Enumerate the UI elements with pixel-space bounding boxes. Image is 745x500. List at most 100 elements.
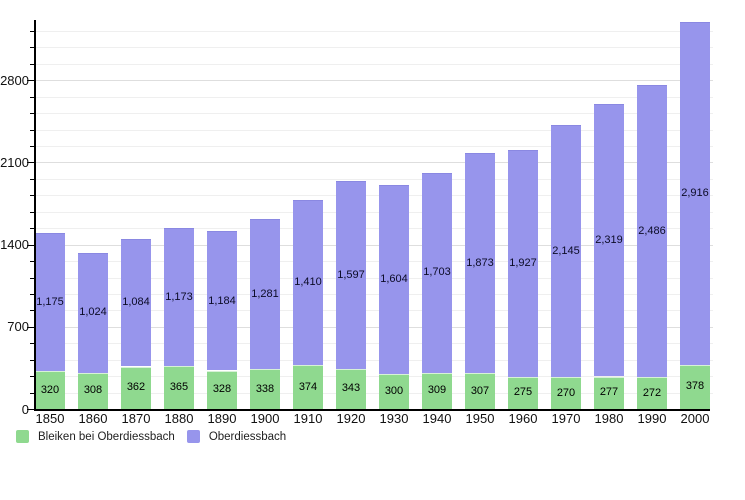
- y-minor-tick-2380: [30, 129, 34, 131]
- y-minor-tick-3220: [30, 30, 34, 32]
- x-tick-label-1970: 1970: [551, 411, 581, 426]
- value-label-bleiken-1940: 309: [427, 384, 447, 397]
- y-axis-label-2800: 2800: [0, 72, 29, 88]
- bar-segment-oberdiessbach-1950: [465, 153, 495, 373]
- gridline-1260: [35, 261, 713, 262]
- gridline-1540: [35, 228, 713, 230]
- gridline-2240: [35, 146, 713, 147]
- legend-item-bleiken: Bleiken bei Oberdiessbach: [16, 430, 175, 443]
- value-label-oberdiessbach-1950: 1,873: [466, 256, 494, 269]
- value-label-bleiken-1870: 362: [126, 381, 146, 394]
- bar-segment-oberdiessbach-1880: [164, 228, 194, 367]
- y-minor-tick-1820: [30, 195, 34, 197]
- y-major-tick-0: [27, 409, 34, 410]
- bar-segment-bleiken-1980: [594, 376, 624, 409]
- gridline-1120: [35, 277, 713, 279]
- value-label-oberdiessbach-1930: 1,604: [380, 273, 408, 286]
- value-label-oberdiessbach-1990: 2,486: [638, 224, 666, 237]
- value-label-bleiken-1930: 300: [384, 384, 404, 397]
- gridline-280: [35, 376, 713, 378]
- legend-item-oberdiessbach: Oberdiessbach: [186, 430, 287, 443]
- bar-segment-bleiken-1900: [250, 369, 280, 409]
- bar-segment-bleiken-1860: [78, 372, 108, 409]
- x-tick-label-1960: 1960: [508, 411, 538, 426]
- x-tick-label-1900: 1900: [250, 411, 280, 426]
- value-label-bleiken-1860: 308: [83, 384, 103, 397]
- y-minor-tick-2520: [30, 113, 34, 115]
- gridline-560: [35, 343, 713, 345]
- bar-segment-oberdiessbach-1940: [422, 172, 452, 373]
- bar-segment-bleiken-1960: [508, 376, 538, 409]
- value-label-bleiken-1850: 320: [40, 383, 60, 396]
- value-label-bleiken-1980: 277: [599, 386, 619, 399]
- bar-segment-bleiken-1920: [336, 368, 366, 409]
- legend-label-oberdiessbach: Oberdiessbach: [208, 430, 287, 443]
- y-minor-tick-420: [30, 359, 34, 361]
- legend-swatch-oberdiessbach: [186, 430, 200, 443]
- value-label-oberdiessbach-1910: 1,410: [294, 275, 322, 288]
- value-label-oberdiessbach-1920: 1,597: [337, 268, 365, 281]
- bar-segment-bleiken-1910: [293, 365, 323, 409]
- y-major-tick-2100: [27, 162, 34, 164]
- value-label-bleiken-1990: 272: [642, 386, 662, 399]
- bar-segment-bleiken-1890: [207, 370, 237, 409]
- value-label-oberdiessbach-1880: 1,173: [165, 290, 193, 303]
- bar-segment-oberdiessbach-1970: [551, 125, 581, 378]
- value-label-bleiken-1970: 270: [556, 386, 576, 399]
- x-tick-label-1950: 1950: [465, 411, 495, 426]
- y-minor-tick-140: [30, 392, 34, 394]
- bar-segment-bleiken-1970: [551, 377, 581, 409]
- bar-segment-oberdiessbach-1920: [336, 181, 366, 369]
- bar-segment-oberdiessbach-1930: [379, 185, 409, 374]
- bar-segment-bleiken-2000: [680, 364, 710, 409]
- gridline-2380: [35, 129, 713, 131]
- value-label-oberdiessbach-2000: 2,916: [681, 186, 709, 199]
- value-label-bleiken-1960: 275: [513, 386, 533, 399]
- gridline-3080: [35, 47, 713, 49]
- value-label-bleiken-2000: 378: [685, 380, 705, 393]
- y-minor-tick-280: [30, 376, 34, 378]
- y-minor-tick-980: [30, 293, 34, 295]
- x-tick-label-1990: 1990: [637, 411, 667, 426]
- y-axis-label-0: 0: [21, 401, 29, 417]
- gridline-1820: [35, 195, 713, 197]
- x-tick-label-1890: 1890: [207, 411, 237, 426]
- value-label-bleiken-1920: 343: [341, 382, 361, 395]
- bar-segment-oberdiessbach-1900: [250, 218, 280, 370]
- value-label-oberdiessbach-1940: 1,703: [423, 266, 451, 279]
- y-major-tick-2800: [27, 80, 34, 82]
- x-tick-label-1920: 1920: [336, 411, 366, 426]
- bar-segment-bleiken-1940: [422, 372, 452, 409]
- value-label-oberdiessbach-1850: 1,175: [36, 295, 64, 308]
- x-tick-label-1870: 1870: [121, 411, 151, 426]
- y-axis-label-2100: 2100: [0, 154, 29, 170]
- value-label-oberdiessbach-1860: 1,024: [79, 306, 107, 319]
- y-axis-label-1400: 1400: [0, 237, 29, 253]
- y-major-tick-700: [27, 326, 34, 328]
- bar-segment-bleiken-1880: [164, 366, 194, 409]
- bar-segment-oberdiessbach-1870: [121, 239, 151, 367]
- y-axis-line: [34, 20, 36, 409]
- gridline-140: [35, 392, 713, 394]
- x-tick-label-1860: 1860: [78, 411, 108, 426]
- gridline-700: [35, 326, 713, 328]
- y-minor-tick-560: [30, 343, 34, 345]
- gridline-2100: [35, 162, 713, 164]
- y-minor-tick-2240: [30, 146, 34, 147]
- gridline-2660: [35, 96, 713, 98]
- gridline-1680: [35, 211, 713, 213]
- y-major-tick-1400: [27, 244, 34, 246]
- gridline-1960: [35, 178, 713, 180]
- value-label-oberdiessbach-1980: 2,319: [595, 233, 623, 246]
- bar-segment-bleiken-1990: [637, 377, 667, 409]
- value-label-bleiken-1890: 328: [212, 383, 232, 396]
- y-minor-tick-2660: [30, 96, 34, 98]
- bar-segment-oberdiessbach-1890: [207, 231, 237, 371]
- value-label-bleiken-1900: 338: [255, 382, 275, 395]
- gridline-3220: [35, 30, 713, 32]
- legend-label-bleiken: Bleiken bei Oberdiessbach: [38, 430, 175, 443]
- value-label-oberdiessbach-1890: 1,184: [208, 294, 236, 307]
- value-label-oberdiessbach-1870: 1,084: [122, 296, 150, 309]
